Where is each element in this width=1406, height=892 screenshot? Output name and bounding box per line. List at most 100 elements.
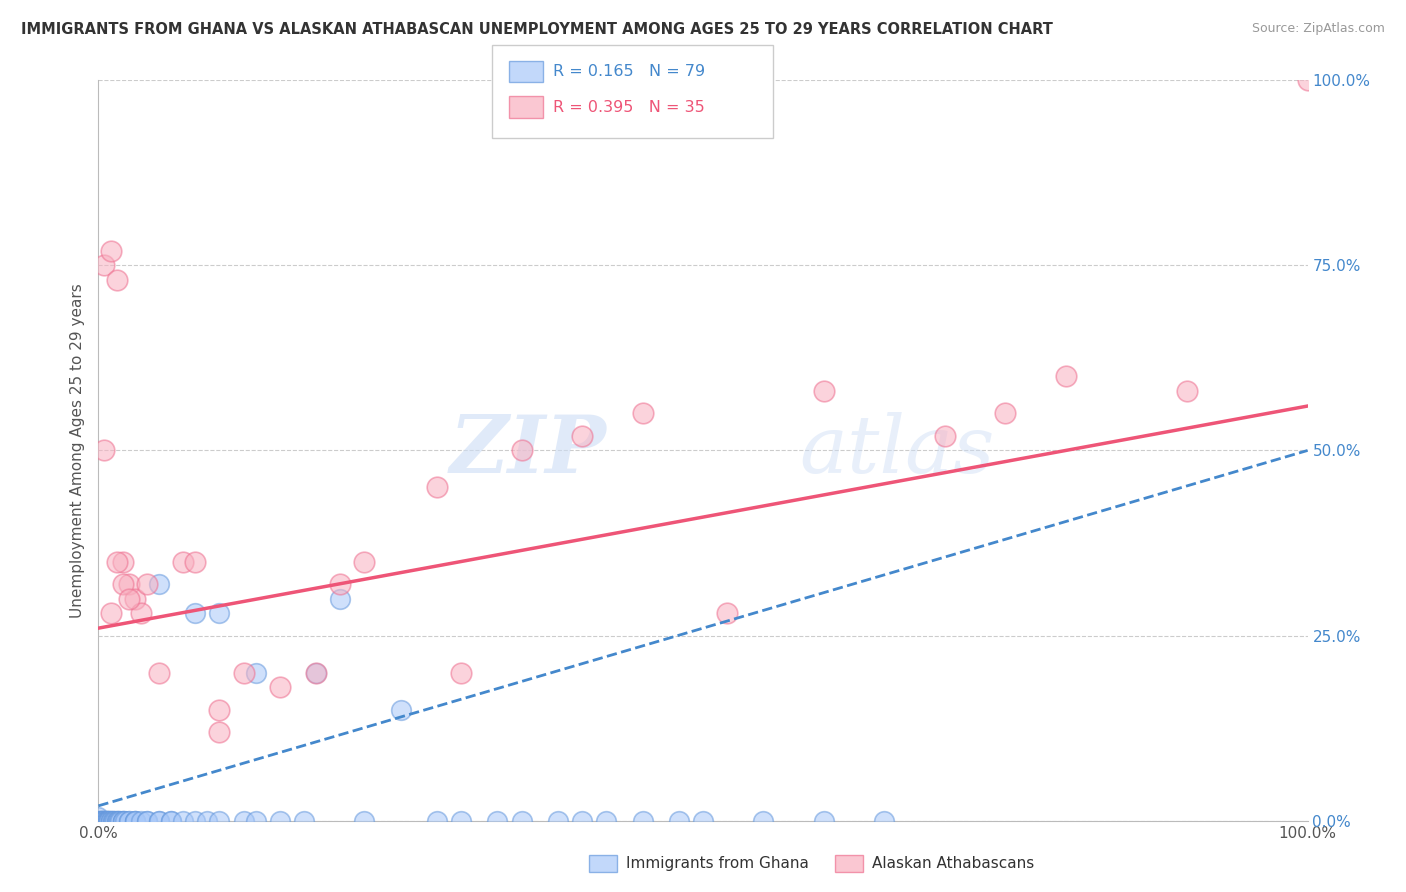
Point <box>1054 369 1077 384</box>
Point <box>269 681 291 695</box>
Point <box>873 814 896 828</box>
Point <box>108 814 131 828</box>
Point <box>90 814 112 828</box>
Point <box>184 607 207 621</box>
Point <box>160 814 183 828</box>
Text: atlas: atlas <box>800 412 995 489</box>
Point <box>100 244 122 258</box>
Point <box>813 814 835 828</box>
Point <box>486 814 509 828</box>
Point <box>692 814 714 828</box>
Text: Immigrants from Ghana: Immigrants from Ghana <box>626 856 808 871</box>
Point <box>111 814 134 828</box>
Point <box>124 814 146 828</box>
Point <box>93 443 115 458</box>
Text: R = 0.395   N = 35: R = 0.395 N = 35 <box>553 100 704 114</box>
Point <box>184 814 207 828</box>
Point <box>100 814 122 828</box>
Point <box>353 555 375 569</box>
Point <box>105 814 128 828</box>
Point <box>547 814 569 828</box>
Point <box>87 814 110 828</box>
Text: IMMIGRANTS FROM GHANA VS ALASKAN ATHABASCAN UNEMPLOYMENT AMONG AGES 25 TO 29 YEA: IMMIGRANTS FROM GHANA VS ALASKAN ATHABAS… <box>21 22 1053 37</box>
Point <box>91 814 114 828</box>
Point <box>245 665 267 680</box>
Point <box>510 443 533 458</box>
Point <box>96 814 118 828</box>
Point <box>91 814 114 828</box>
Point <box>114 814 136 828</box>
Point <box>994 407 1017 421</box>
Point <box>104 814 127 828</box>
Point <box>329 576 352 591</box>
Point <box>91 814 114 828</box>
Point <box>111 814 134 828</box>
Point <box>450 814 472 828</box>
Point <box>105 814 128 828</box>
Point <box>208 814 231 828</box>
Point <box>100 814 122 828</box>
Point <box>118 591 141 606</box>
Point <box>148 665 170 680</box>
Point <box>98 814 121 828</box>
Point <box>595 814 617 828</box>
Point <box>105 555 128 569</box>
Point <box>93 259 115 273</box>
Point <box>93 814 115 828</box>
Point <box>269 814 291 828</box>
Point <box>148 814 170 828</box>
Point <box>105 273 128 287</box>
Point <box>353 814 375 828</box>
Point <box>94 814 117 828</box>
Point <box>94 814 117 828</box>
Point <box>135 814 157 828</box>
Point <box>96 814 118 828</box>
Point <box>93 814 115 828</box>
Point <box>571 814 593 828</box>
Point <box>87 814 110 828</box>
Point <box>329 591 352 606</box>
Point <box>89 814 111 828</box>
Point <box>101 814 124 828</box>
Point <box>716 607 738 621</box>
Point <box>208 607 231 621</box>
Point <box>100 607 122 621</box>
Point <box>101 814 124 828</box>
Point <box>1296 73 1319 87</box>
Point <box>172 555 194 569</box>
Point <box>124 591 146 606</box>
Point <box>172 814 194 828</box>
Point <box>389 703 412 717</box>
Text: ZIP: ZIP <box>450 412 606 489</box>
Point <box>90 814 112 828</box>
Point <box>93 814 115 828</box>
Text: Alaskan Athabascans: Alaskan Athabascans <box>872 856 1033 871</box>
Point <box>103 814 125 828</box>
Point <box>135 814 157 828</box>
Point <box>91 814 114 828</box>
Point <box>87 810 110 824</box>
Point <box>631 814 654 828</box>
Point <box>89 814 111 828</box>
Point <box>184 555 207 569</box>
Point <box>195 814 218 828</box>
Point <box>107 814 129 828</box>
Point <box>208 724 231 739</box>
Point <box>98 814 121 828</box>
Text: Source: ZipAtlas.com: Source: ZipAtlas.com <box>1251 22 1385 36</box>
Y-axis label: Unemployment Among Ages 25 to 29 years: Unemployment Among Ages 25 to 29 years <box>69 283 84 618</box>
Point <box>934 428 956 442</box>
Point <box>305 665 328 680</box>
Point <box>108 814 131 828</box>
Point <box>118 814 141 828</box>
Point <box>135 576 157 591</box>
Point <box>160 814 183 828</box>
Point <box>305 665 328 680</box>
Point <box>129 607 152 621</box>
Point <box>111 555 134 569</box>
Point <box>97 814 120 828</box>
Point <box>668 814 690 828</box>
Text: R = 0.165   N = 79: R = 0.165 N = 79 <box>553 64 704 78</box>
Point <box>232 814 254 828</box>
Point <box>111 814 134 828</box>
